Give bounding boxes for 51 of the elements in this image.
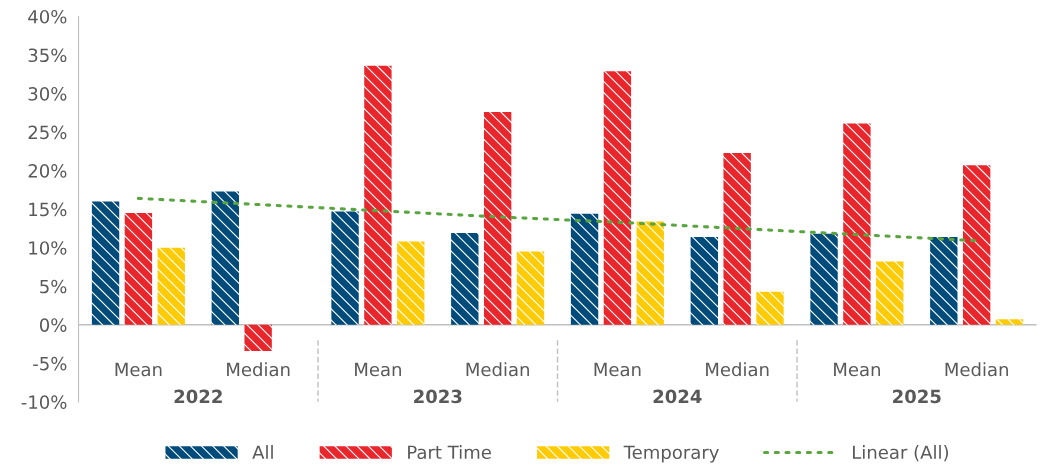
x-tick-label: Median [466, 362, 529, 377]
x-tick-label: Median [227, 362, 290, 377]
x-tick-label: Mean [355, 362, 401, 377]
y-tick-label: 10% [29, 241, 67, 255]
x-tick-label: Mean [834, 362, 880, 377]
bar [451, 233, 479, 325]
bar [331, 211, 359, 325]
bar [962, 165, 991, 325]
annotation: 2025 [893, 389, 941, 404]
bar [723, 152, 751, 325]
bar [91, 201, 120, 325]
bar [364, 65, 392, 325]
x-tick-label: Mean [115, 362, 162, 377]
y-tick-label: 30% [28, 86, 67, 101]
bar [211, 191, 239, 325]
legend-label: Temporary [623, 445, 719, 463]
y-tick-label: 40% [28, 9, 67, 24]
line-series [136, 196, 979, 243]
bar [157, 247, 185, 325]
bar [244, 324, 272, 351]
bar [690, 236, 718, 325]
y-tick-label: 20% [28, 164, 67, 178]
bar [397, 241, 425, 325]
annotation: 2024 [653, 389, 702, 404]
annotation: 2023 [414, 389, 462, 404]
bar [995, 319, 1024, 325]
bar [636, 221, 664, 325]
bar [483, 112, 512, 325]
y-tick-label: 35% [28, 48, 67, 63]
annotation: 2022 [174, 389, 222, 404]
x-tick-label: Median [945, 362, 1008, 377]
bar [843, 123, 871, 325]
x-tick-label: Median [706, 362, 769, 377]
y-tick-label: 25% [28, 125, 67, 140]
y-tick-label: 15% [29, 202, 67, 217]
bar [516, 251, 545, 325]
bar [810, 233, 838, 325]
bar [876, 261, 904, 325]
bar [930, 236, 958, 325]
bar [570, 213, 599, 325]
legend-label: Part Time [408, 445, 491, 460]
bar [124, 213, 153, 325]
y-tick-label: 5% [40, 279, 67, 294]
legend-label: All [252, 445, 273, 459]
x-tick-label: Mean [594, 362, 641, 377]
y-tick-label: -10% [21, 395, 67, 409]
legend-label: Linear (All) [853, 445, 949, 462]
bar [756, 291, 784, 325]
y-tick-label: -5% [33, 356, 67, 371]
y-tick-label: 0% [39, 318, 67, 332]
bar [603, 71, 632, 325]
